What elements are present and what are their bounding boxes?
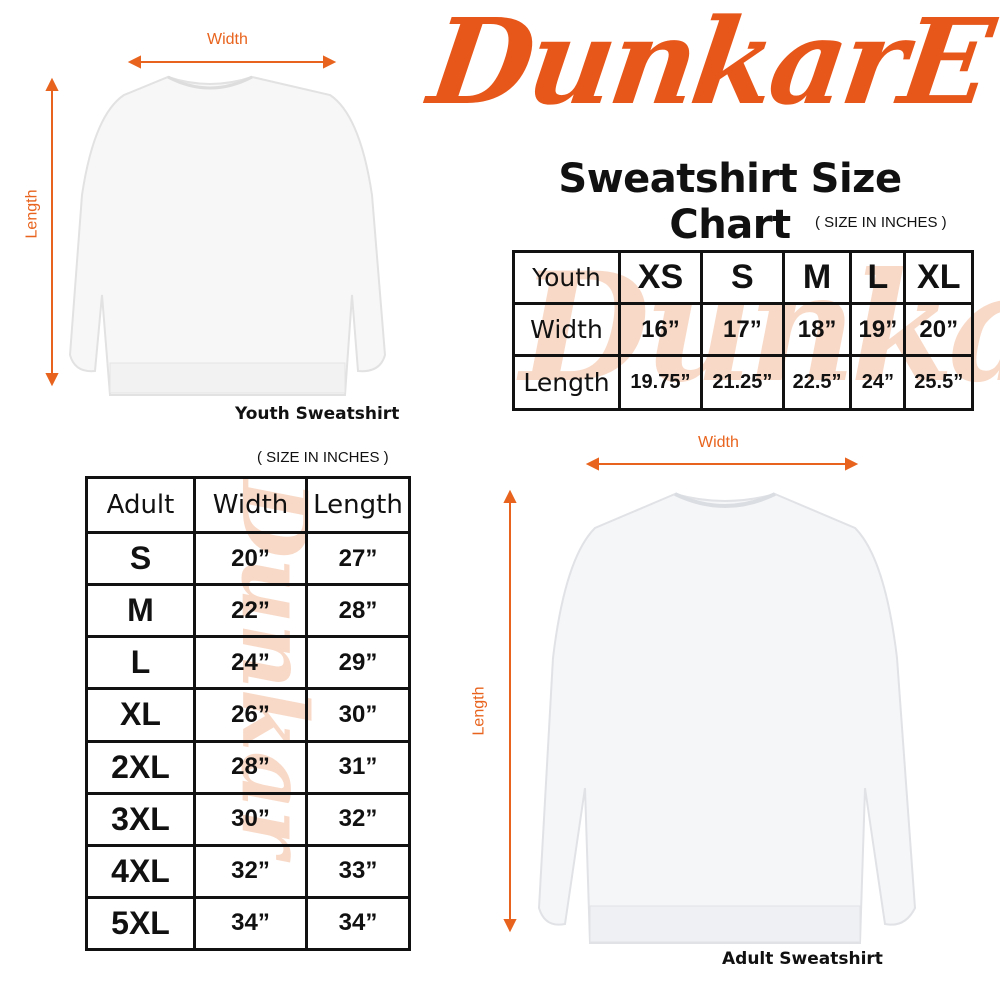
header-cell: M xyxy=(781,250,853,305)
page-title: Sweatshirt Size Chart xyxy=(558,156,902,248)
row-label: M xyxy=(85,583,196,639)
table-row: M 22” 28” xyxy=(85,583,411,639)
row-label: Length xyxy=(512,354,621,411)
adult-width-label: Width xyxy=(698,434,739,451)
row-label: XL xyxy=(85,687,196,743)
table-cell: 25.5” xyxy=(903,354,974,411)
table-cell: 22.5” xyxy=(781,354,853,411)
table-cell: 28” xyxy=(193,739,308,795)
youth-size-table: Youth XS S M L XL Width 16” 17” 18” 19” … xyxy=(512,250,974,411)
table-cell: 30” xyxy=(193,791,308,847)
adult-measure-arrows xyxy=(503,457,859,933)
table-cell: 34” xyxy=(305,895,411,952)
table-row: 5XL 34” 34” xyxy=(85,895,411,952)
row-label: 3XL xyxy=(85,791,196,847)
table-row: XL 26” 30” xyxy=(85,687,411,743)
youth-length-label: Length xyxy=(23,189,41,239)
table-cell: 18” xyxy=(781,302,853,357)
adult-size-table: Adult Width Length S 20” 27” M 22” 28” L 24” 29”… xyxy=(85,475,411,952)
table-row: Width 16” 17” 18” 19” 20” xyxy=(512,302,974,357)
table-cell: 21.25” xyxy=(699,354,785,411)
table-header-row: Youth XS S M L XL xyxy=(512,250,974,305)
table-row: Length 19.75” 21.25” 22.5” 24” 25.5” xyxy=(512,354,974,411)
youth-sweatshirt-image xyxy=(68,75,387,396)
row-label: Width xyxy=(512,302,621,357)
header-cell: Length xyxy=(305,475,411,535)
table-row: 4XL 32” 33” xyxy=(85,843,411,899)
table-cell: 30” xyxy=(305,687,411,743)
header-cell: XL xyxy=(903,250,974,305)
table-cell: 20” xyxy=(903,302,974,357)
table-cell: 19” xyxy=(849,302,907,357)
header-cell: Width xyxy=(193,475,308,535)
youth-width-label: Width xyxy=(207,31,248,48)
table-cell: 31” xyxy=(305,739,411,795)
table-cell: 28” xyxy=(305,583,411,639)
table-cell: 33” xyxy=(305,843,411,899)
youth-measure-arrows xyxy=(45,55,337,387)
row-label: 2XL xyxy=(85,739,196,795)
table-cell: 24” xyxy=(849,354,907,411)
table-cell: 24” xyxy=(193,635,308,691)
table-cell: 20” xyxy=(193,531,308,587)
table-row: S 20” 27” xyxy=(85,531,411,587)
youth-caption: Youth Sweatshirt xyxy=(235,404,400,424)
table-cell: 17” xyxy=(699,302,785,357)
table-row: 2XL 28” 31” xyxy=(85,739,411,795)
header-cell: XS xyxy=(618,250,703,305)
table-cell: 16” xyxy=(618,302,703,357)
adult-unit-note: ( SIZE IN INCHES ) xyxy=(257,449,389,466)
table-cell: 34” xyxy=(193,895,308,952)
table-cell: 19.75” xyxy=(618,354,703,411)
table-cell: 29” xyxy=(305,635,411,691)
header-cell: Youth xyxy=(512,250,621,305)
youth-unit-note: ( SIZE IN INCHES ) xyxy=(815,214,947,231)
adult-length-label: Length xyxy=(470,686,488,736)
table-cell: 32” xyxy=(305,791,411,847)
adult-caption: Adult Sweatshirt xyxy=(722,949,883,969)
table-cell: 27” xyxy=(305,531,411,587)
table-cell: 32” xyxy=(193,843,308,899)
brand-logo: DunkarE xyxy=(421,0,998,131)
adult-sweatshirt-image xyxy=(537,492,917,944)
row-label: 5XL xyxy=(85,895,196,952)
row-label: S xyxy=(85,531,196,587)
header-cell: S xyxy=(699,250,785,305)
table-cell: 22” xyxy=(193,583,308,639)
table-row: 3XL 30” 32” xyxy=(85,791,411,847)
table-cell: 26” xyxy=(193,687,308,743)
table-row: L 24” 29” xyxy=(85,635,411,691)
row-label: L xyxy=(85,635,196,691)
table-header-row: Adult Width Length xyxy=(85,475,411,535)
header-cell: L xyxy=(849,250,907,305)
header-cell: Adult xyxy=(85,475,196,535)
row-label: 4XL xyxy=(85,843,196,899)
